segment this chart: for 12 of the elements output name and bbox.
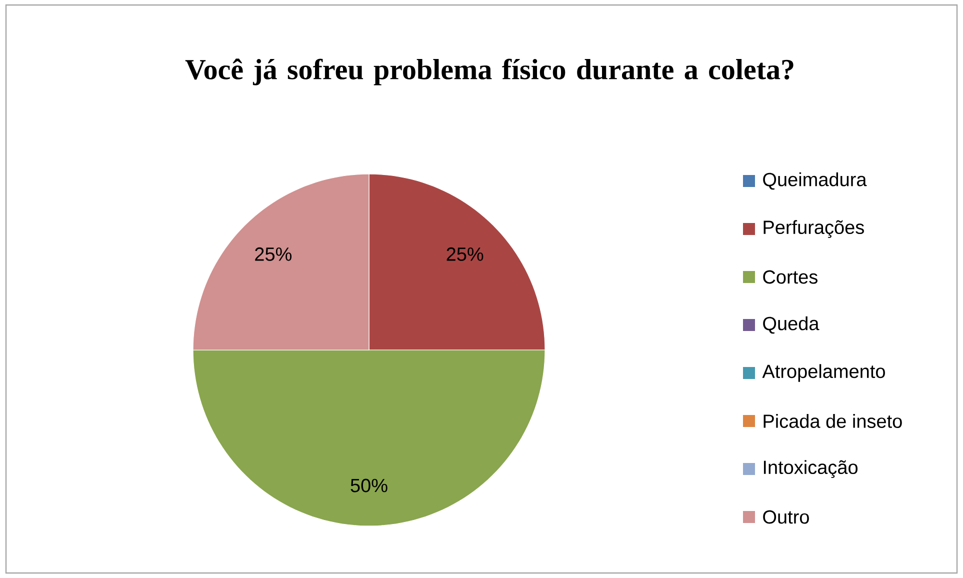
legend-label: Picada de inseto: [764, 414, 902, 428]
legend-label: Queda: [763, 316, 820, 334]
chart-title: Você já sofreu problema físico durante a coleta?: [185, 58, 794, 86]
legend-label: Perfurações: [764, 220, 864, 238]
data-label: 50%: [350, 478, 388, 492]
legend-label: Intoxicação: [764, 460, 858, 478]
legend-label: Queimadura: [763, 172, 867, 190]
legend-label: Cortes: [763, 270, 818, 284]
legend-label: Atropelamento: [762, 364, 885, 382]
data-label: 25%: [255, 247, 292, 261]
legend-label: Outro: [763, 510, 809, 524]
data-label: 25%: [446, 247, 484, 261]
